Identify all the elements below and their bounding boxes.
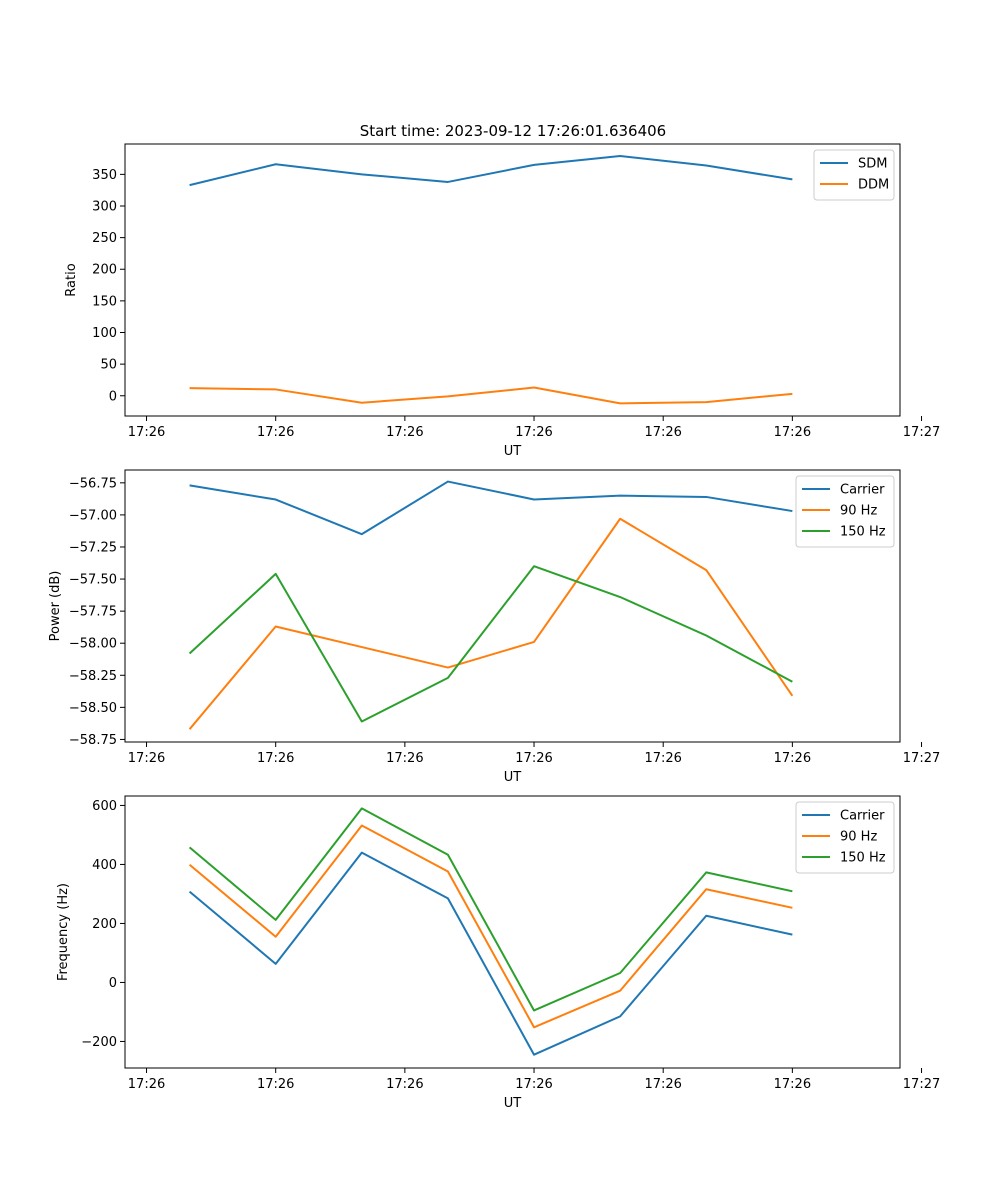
frequency-ytick-label: 0 — [109, 976, 117, 991]
power-ytick-label: −58.50 — [69, 701, 117, 716]
power-xtick-label: 17:26 — [386, 751, 423, 766]
ratio-xtick-label: 17:26 — [257, 425, 294, 440]
power-legend-box — [795, 475, 895, 548]
frequency-yaxis-label: Frequency (Hz) — [56, 883, 71, 981]
power-series-line-carrier — [189, 480, 793, 536]
frequency-xtick-label: 17:27 — [903, 1077, 940, 1092]
ratio-ytick-label: 300 — [92, 199, 117, 214]
ratio-ytick-label: 200 — [92, 263, 117, 278]
power-xaxis-label: UT — [504, 770, 522, 785]
frequency-ytick-label: 600 — [92, 799, 117, 814]
power-ytick-label: −56.75 — [69, 476, 117, 491]
power-ytick-label: −57.75 — [69, 605, 117, 620]
frequency-xtick-label: 17:26 — [128, 1077, 165, 1092]
ratio-xtick-label: 17:26 — [515, 425, 552, 440]
ratio-xtick-label: 17:26 — [386, 425, 423, 440]
ratio-legend-label-sdm: SDM — [858, 157, 887, 172]
power-xtick-label: 17:27 — [903, 751, 940, 766]
frequency-xtick-label: 17:26 — [644, 1077, 681, 1092]
ratio-legend: SDM DDM — [813, 149, 895, 201]
power-xtick-label: 17:26 — [774, 751, 811, 766]
power-series-line-90-hz — [188, 517, 794, 730]
power-xtick-label: 17:26 — [515, 751, 552, 766]
frequency-xtick-label: 17:26 — [386, 1077, 423, 1092]
ratio-xtick-label: 17:26 — [774, 425, 811, 440]
power-ytick-label: −58.25 — [69, 669, 117, 684]
power-ytick-label: −57.50 — [69, 573, 117, 588]
power-yaxis-label: Power (dB) — [48, 571, 63, 642]
power-ytick-label: −57.25 — [69, 540, 117, 555]
frequency-xtick-label: 17:26 — [515, 1077, 552, 1092]
frequency-subplot: −200 0 200 400 600 17:26 17:26 17:26 17:26 17:26 1… — [56, 795, 940, 1111]
ratio-legend-label-ddm: DDM — [858, 178, 889, 193]
power-legend-label-carrier: Carrier — [840, 483, 885, 498]
frequency-ytick-label: 200 — [92, 917, 117, 932]
frequency-series-line-90-hz — [188, 824, 793, 1029]
ratio-series-line-sdm — [189, 155, 793, 187]
frequency-legend-label-carrier: Carrier — [840, 809, 885, 824]
power-legend: Carrier 90 Hz 150 Hz — [795, 475, 895, 548]
ratio-xaxis-label: UT — [504, 444, 522, 459]
power-ytick-label: −57.00 — [69, 508, 117, 523]
figure-title: Start time: 2023-09-12 17:26:01.636406 — [360, 122, 666, 140]
frequency-legend-label-90-hz: 90 Hz — [840, 830, 877, 845]
ratio-ytick-label: 100 — [92, 326, 117, 341]
frequency-ytick-label: −200 — [81, 1035, 117, 1050]
frequency-xtick-label: 17:26 — [774, 1077, 811, 1092]
ratio-ytick-label: 50 — [100, 358, 117, 373]
frequency-legend-label-150-hz: 150 Hz — [840, 851, 886, 866]
ratio-xtick-label: 17:26 — [128, 425, 165, 440]
power-xtick-label: 17:26 — [644, 751, 681, 766]
frequency-xtick-label: 17:26 — [257, 1077, 294, 1092]
ratio-xtick-label: 17:26 — [644, 425, 681, 440]
power-axes-frame — [124, 469, 901, 743]
frequency-legend: Carrier 90 Hz 150 Hz — [795, 801, 895, 874]
frequency-series-line-carrier — [188, 851, 793, 1056]
power-series-line-150-hz — [188, 565, 793, 723]
power-xtick-label: 17:26 — [257, 751, 294, 766]
power-ytick-label: −58.75 — [69, 733, 117, 748]
ratio-series-line-ddm — [189, 386, 793, 405]
frequency-series-line-150-hz — [188, 807, 793, 1012]
frequency-axes-frame — [124, 795, 901, 1069]
ratio-xtick-label: 17:27 — [903, 425, 940, 440]
power-subplot: −58.75 −58.50 −58.25 −58.00 −57.75 −57.50 −57.… — [48, 469, 940, 785]
subplot-panels: 0 50 100 150 200 250 300 350 17:26 17:26 17:26 17:2… — [48, 143, 940, 1111]
ratio-ytick-label: 150 — [92, 294, 117, 309]
ratio-yaxis-label: Ratio — [64, 263, 79, 296]
ratio-ytick-label: 350 — [92, 168, 117, 183]
power-legend-label-90-hz: 90 Hz — [840, 504, 877, 519]
frequency-xaxis-label: UT — [504, 1096, 522, 1111]
power-legend-label-150-hz: 150 Hz — [840, 525, 886, 540]
frequency-ytick-label: 400 — [92, 858, 117, 873]
ratio-ytick-label: 250 — [92, 231, 117, 246]
ratio-ytick-label: 0 — [109, 389, 117, 404]
ratio-subplot: 0 50 100 150 200 250 300 350 17:26 17:26 17:26 17:2… — [64, 143, 940, 459]
power-xtick-label: 17:26 — [128, 751, 165, 766]
ratio-axes-frame — [124, 143, 901, 417]
power-ytick-label: −58.00 — [69, 637, 117, 652]
frequency-legend-box — [795, 801, 895, 874]
